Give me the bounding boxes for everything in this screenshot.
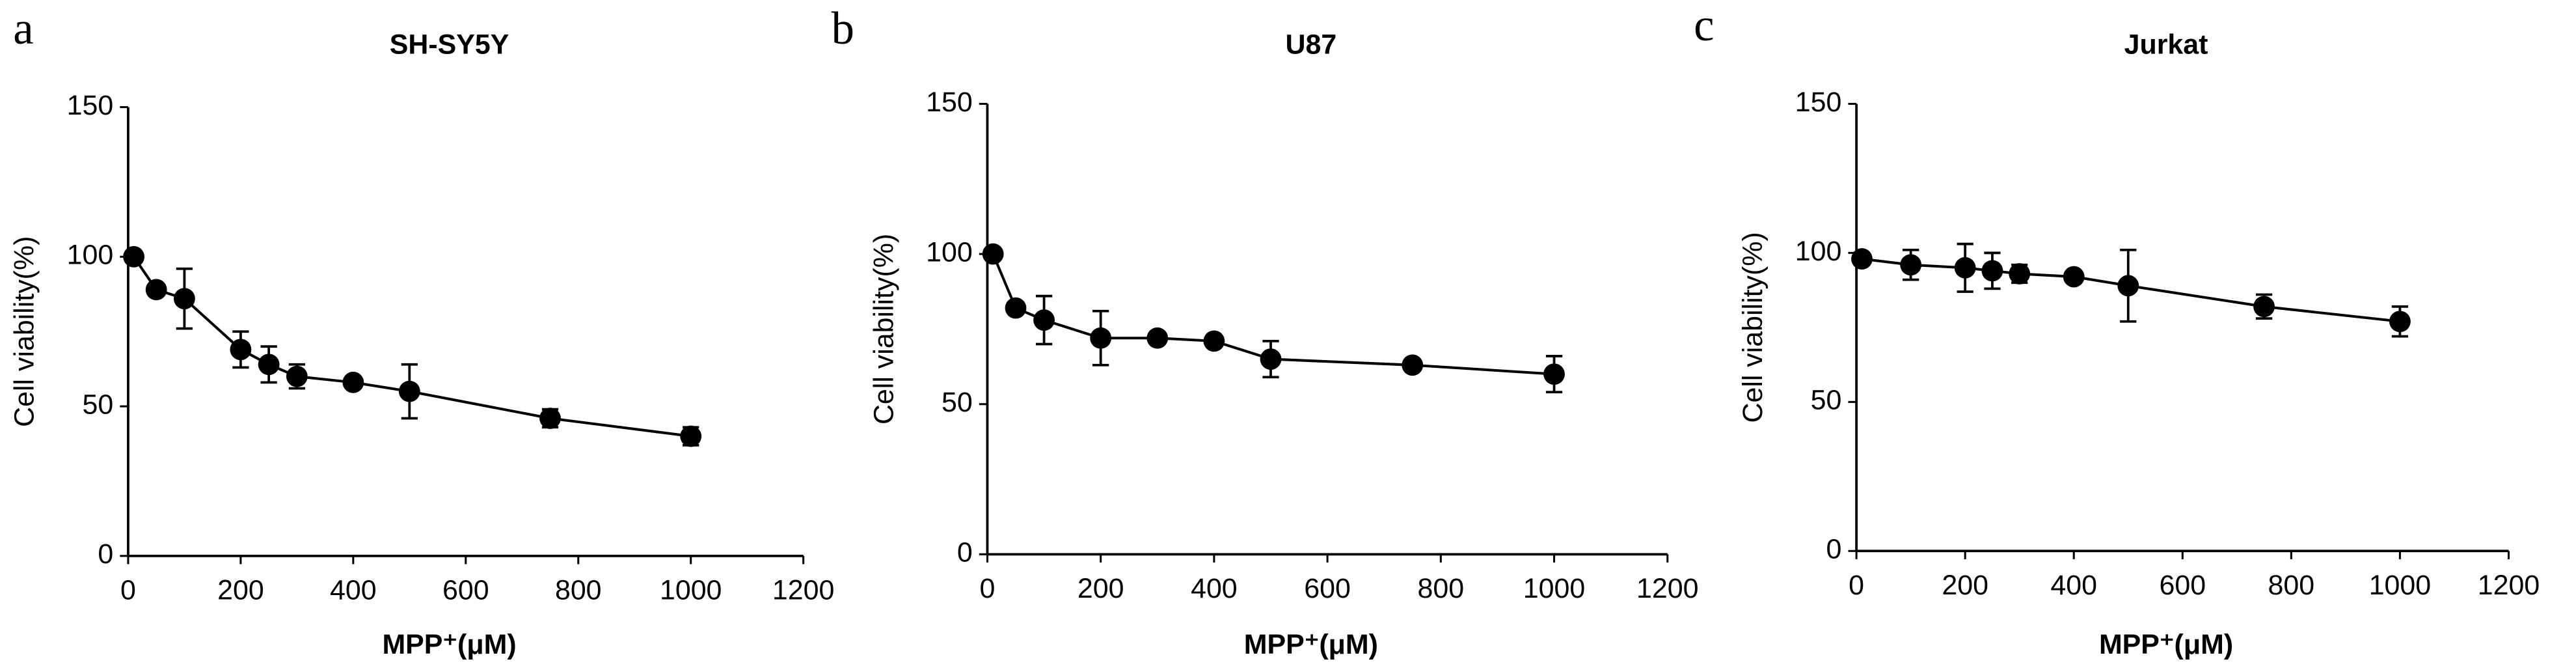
x-tick-label: 600 [1304, 573, 1351, 604]
panel-letter: c [1694, 0, 1714, 51]
data-point [230, 339, 252, 361]
x-tick-label: 800 [2268, 570, 2315, 601]
y-axis-label: Cell viability(%) [868, 234, 899, 424]
x-tick-label: 400 [2050, 570, 2097, 601]
data-point [2009, 263, 2031, 285]
data-point [1402, 354, 1424, 376]
line [132, 256, 691, 438]
x-tick-label: 400 [1191, 573, 1238, 604]
y-tick-label: 100 [926, 236, 973, 268]
data-point [1900, 254, 1922, 276]
data-point [1090, 327, 1112, 349]
panel-letter: a [13, 3, 33, 54]
x-axis-label: MPP⁺(μM) [2099, 629, 2233, 660]
y-tick-label: 50 [82, 389, 113, 420]
x-tick-label: 600 [2159, 570, 2206, 601]
data-point [1005, 297, 1027, 319]
data-point [145, 279, 167, 301]
y-tick-label: 0 [957, 537, 973, 568]
chart-title: Jurkat [2124, 29, 2208, 60]
data-point [1260, 348, 1282, 370]
data-point [2063, 266, 2085, 288]
x-tick-label: 1200 [1636, 573, 1698, 604]
x-tick-label: 400 [330, 575, 377, 606]
chart-title: SH-SY5Y [390, 29, 509, 60]
data-point [2117, 275, 2139, 297]
data-point [1851, 248, 1873, 270]
data-point [1203, 330, 1225, 352]
y-tick-label: 0 [98, 538, 113, 570]
y-axis-label: Cell viability(%) [9, 236, 40, 427]
y-tick-label: 150 [926, 87, 973, 118]
data-point [982, 243, 1004, 265]
y-tick-label: 100 [1795, 236, 1842, 267]
x-tick-label: 200 [1942, 570, 1988, 601]
x-tick-label: 0 [980, 573, 996, 604]
y-axis-label: Cell viability(%) [1737, 232, 1769, 423]
x-tick-label: 1200 [772, 575, 834, 606]
data-point [258, 354, 280, 376]
data-point [539, 408, 561, 429]
x-tick-label: 800 [1418, 573, 1465, 604]
panel-letter: b [832, 3, 854, 54]
data-point [2253, 296, 2275, 318]
data-point [342, 371, 364, 393]
x-tick-label: 1000 [1523, 573, 1585, 604]
x-tick-label: 200 [217, 575, 264, 606]
data-point [1981, 260, 2003, 282]
x-tick-label: 200 [1078, 573, 1124, 604]
y-tick-label: 0 [1826, 534, 1842, 565]
data-point [174, 288, 195, 310]
y-tick-label: 100 [67, 240, 114, 271]
data-point [2389, 311, 2411, 333]
x-axis-label: MPP⁺(μM) [1244, 629, 1378, 660]
x-tick-label: 0 [120, 575, 136, 606]
data-point [1146, 327, 1169, 349]
data-point [398, 380, 420, 402]
data-point [1543, 363, 1565, 385]
chart-title: U87 [1285, 29, 1336, 60]
x-tick-label: 800 [555, 575, 602, 606]
data-point [1954, 257, 1976, 279]
data-point [680, 425, 702, 447]
x-tick-label: 0 [1849, 570, 1864, 601]
y-tick-label: 150 [1795, 87, 1842, 118]
x-tick-label: 1000 [660, 575, 722, 606]
x-axis-label: MPP⁺(μM) [382, 629, 516, 660]
x-tick-label: 1200 [2478, 570, 2540, 601]
y-tick-label: 50 [1811, 385, 1842, 416]
x-tick-label: 600 [442, 575, 489, 606]
x-tick-label: 1000 [2369, 570, 2431, 601]
data-point [1033, 309, 1055, 331]
y-tick-label: 150 [67, 90, 114, 121]
y-tick-label: 50 [942, 387, 973, 418]
data-point [123, 245, 144, 268]
data-point [286, 365, 308, 387]
